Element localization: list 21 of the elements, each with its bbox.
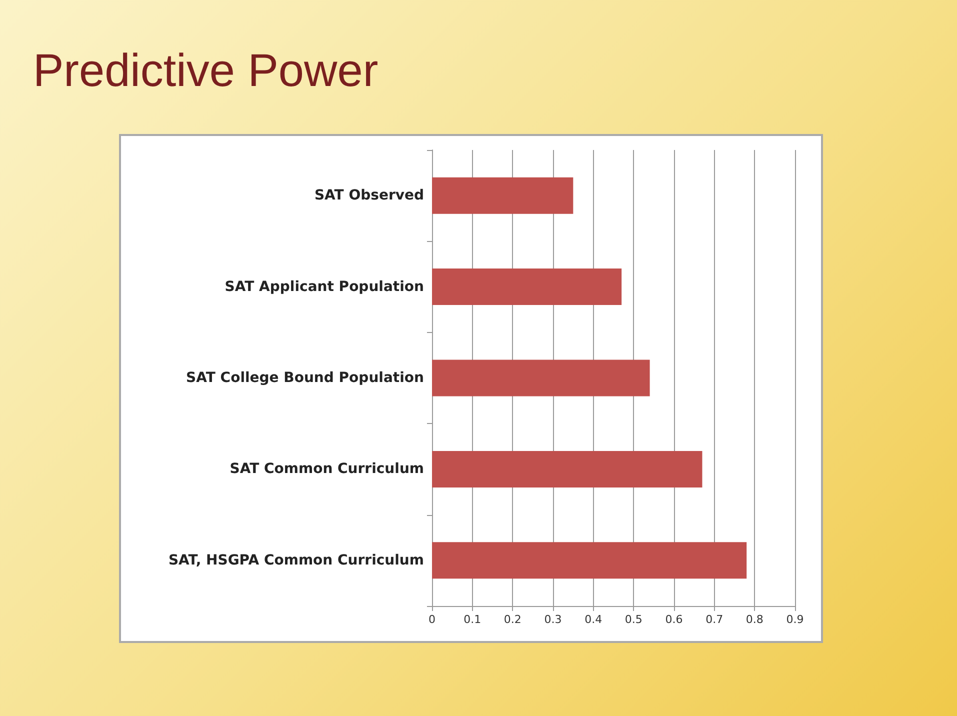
x-tick-label: 0.8 (746, 613, 764, 626)
bar (432, 450, 702, 488)
y-tick-label: SAT Observed (314, 188, 424, 204)
bar (432, 268, 622, 306)
y-tick-label: SAT Applicant Population (224, 278, 424, 295)
x-tick-label: 0.2 (504, 613, 522, 626)
y-tick-label: SAT College Bound Population (186, 370, 424, 386)
chart-title: Predictive Power (33, 44, 378, 96)
x-tick-label: 0.6 (665, 613, 683, 626)
bar (432, 360, 650, 396)
x-tick-label: 0.3 (544, 613, 562, 626)
x-tick-label: 0.1 (464, 613, 482, 626)
bar (432, 177, 574, 214)
bar (432, 542, 747, 579)
x-tick-label: 0.7 (706, 613, 724, 626)
x-tick-label: 0.9 (786, 613, 804, 626)
x-tick-label: 0.4 (584, 613, 602, 626)
x-tick-label: 0.5 (624, 613, 642, 626)
y-tick-label: SAT, HSGPA Common Curriculum (168, 552, 424, 568)
y-tick-label: SAT Common Curriculum (230, 461, 424, 478)
x-tick-label: 0 (428, 613, 436, 626)
